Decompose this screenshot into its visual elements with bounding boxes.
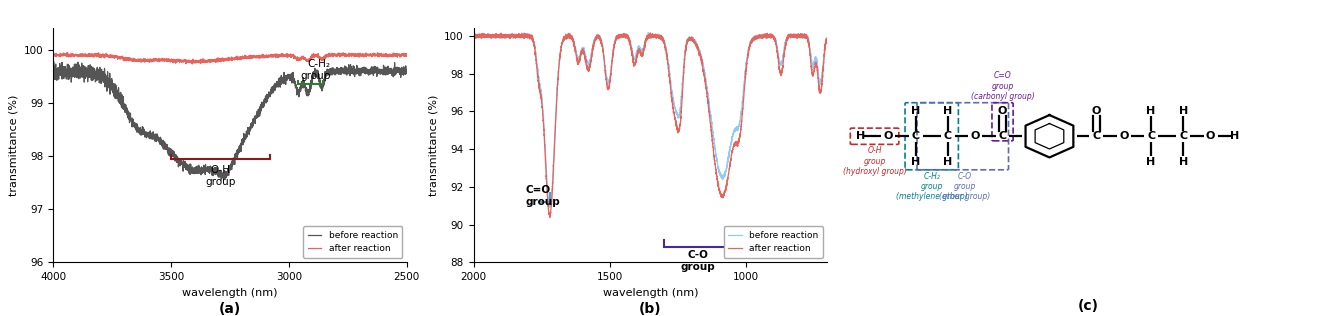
Line: before reaction: before reaction <box>53 62 407 180</box>
before reaction <box>354 66 370 70</box>
Text: H: H <box>1146 157 1155 167</box>
Line: after reaction: after reaction <box>474 33 827 217</box>
after reaction <box>85 55 101 59</box>
before reaction <box>634 49 650 52</box>
Text: O-H
group: O-H group <box>205 165 236 187</box>
Y-axis label: transmittance (%): transmittance (%) <box>428 95 439 196</box>
Text: C: C <box>943 131 952 141</box>
Text: O: O <box>1206 131 1215 141</box>
Text: C-O
group: C-O group <box>680 250 715 272</box>
Text: H: H <box>943 157 952 167</box>
before reaction <box>819 36 835 40</box>
before reaction <box>466 34 482 38</box>
after reaction <box>643 31 659 35</box>
before reaction <box>107 95 123 99</box>
before reaction <box>640 31 656 34</box>
Text: (c): (c) <box>1078 299 1099 313</box>
Text: C=O
group: C=O group <box>526 185 560 207</box>
Text: C=O
group
(carbonyl group): C=O group (carbonyl group) <box>971 71 1034 101</box>
before reaction <box>808 57 824 60</box>
after reaction <box>399 52 415 56</box>
Text: C-H₂
group
(methylene group): C-H₂ group (methylene group) <box>896 172 967 201</box>
after reaction <box>542 216 558 219</box>
after reaction <box>618 35 634 39</box>
Y-axis label: transmittance (%): transmittance (%) <box>8 95 19 196</box>
after reaction <box>59 51 75 54</box>
Text: C: C <box>998 131 1007 141</box>
after reaction <box>184 62 200 66</box>
after reaction <box>614 34 630 38</box>
Text: H: H <box>1179 106 1187 116</box>
Text: O: O <box>883 131 892 141</box>
Text: H: H <box>943 106 952 116</box>
Text: H: H <box>856 131 866 141</box>
after reaction <box>181 60 197 64</box>
X-axis label: wavelength (nm): wavelength (nm) <box>603 288 698 298</box>
before reaction <box>181 171 197 175</box>
Text: O-H
group
(hydroxyl group): O-H group (hydroxyl group) <box>843 146 907 176</box>
after reaction <box>466 34 482 38</box>
Legend: before reaction, after reaction: before reaction, after reaction <box>723 226 823 258</box>
Text: H: H <box>911 157 920 167</box>
Text: O: O <box>971 131 980 141</box>
after reaction <box>392 55 408 58</box>
before reaction <box>213 178 229 182</box>
Text: H: H <box>911 106 920 116</box>
Text: O: O <box>1119 131 1129 141</box>
Text: (a): (a) <box>219 301 241 316</box>
Text: C: C <box>1147 131 1155 141</box>
Text: C: C <box>911 131 919 141</box>
after reaction <box>45 54 61 58</box>
before reaction <box>542 205 558 209</box>
Text: C-O
group
(ether group): C-O group (ether group) <box>939 172 991 201</box>
after reaction <box>819 37 835 41</box>
Legend: before reaction, after reaction: before reaction, after reaction <box>303 226 403 258</box>
Text: C: C <box>1093 131 1101 141</box>
Text: C: C <box>1179 131 1187 141</box>
before reaction <box>614 35 630 39</box>
Text: H: H <box>1179 157 1187 167</box>
X-axis label: wavelength (nm): wavelength (nm) <box>183 288 277 298</box>
before reaction <box>723 144 739 148</box>
after reaction <box>791 33 807 37</box>
after reaction <box>196 60 212 64</box>
Text: H: H <box>1230 131 1239 141</box>
Text: H: H <box>1146 106 1155 116</box>
after reaction <box>723 159 739 162</box>
after reaction <box>634 54 650 58</box>
before reaction <box>45 60 61 64</box>
Line: before reaction: before reaction <box>474 33 827 207</box>
before reaction <box>618 33 634 37</box>
after reaction <box>354 52 370 56</box>
Text: C-H₂
group: C-H₂ group <box>300 59 331 81</box>
Text: O: O <box>998 106 1007 116</box>
before reaction <box>392 68 408 71</box>
before reaction <box>196 168 212 172</box>
before reaction <box>399 70 415 73</box>
Text: O: O <box>1091 106 1101 116</box>
after reaction <box>107 55 123 59</box>
before reaction <box>85 69 101 73</box>
Line: after reaction: after reaction <box>53 52 407 64</box>
before reaction <box>45 74 61 78</box>
after reaction <box>808 64 824 67</box>
before reaction <box>791 33 807 37</box>
Text: (b): (b) <box>639 301 662 316</box>
